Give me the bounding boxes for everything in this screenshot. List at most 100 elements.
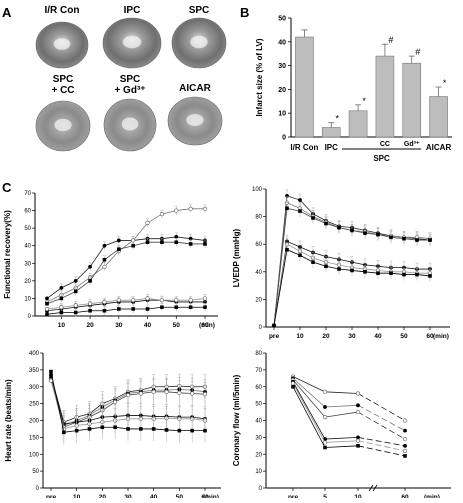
- data-point: [323, 405, 327, 409]
- x-tick-label: 40: [374, 333, 382, 340]
- data-point: [73, 303, 78, 308]
- data-point: [117, 247, 121, 252]
- data-point: [298, 209, 302, 213]
- data-point: [151, 427, 156, 431]
- y-tick-label: 70: [255, 368, 262, 374]
- data-point: [203, 305, 207, 310]
- y-axis-label: Heart rate (beats/min): [4, 379, 13, 462]
- x-tick-label: 60: [201, 322, 209, 329]
- series-line: [46, 298, 206, 310]
- x-tick-label: 20: [322, 333, 330, 340]
- category-label: Gd³⁺: [404, 141, 420, 148]
- data-point: [290, 381, 296, 386]
- heart-label-4: SPC: [120, 74, 141, 85]
- data-point: [174, 305, 179, 310]
- data-point: [45, 312, 49, 317]
- bar: [402, 62, 422, 138]
- data-point: [174, 240, 179, 244]
- data-point: [188, 242, 193, 246]
- y-tick-label: 40: [24, 244, 31, 250]
- data-point: [131, 298, 136, 303]
- series-line: [46, 299, 205, 312]
- data-point: [117, 307, 121, 311]
- panel-letter-b: B: [240, 5, 249, 20]
- x-tick-label: 10: [296, 333, 304, 340]
- data-point: [145, 240, 150, 244]
- x-tick-label: 60: [401, 494, 409, 498]
- data-point: [131, 243, 135, 248]
- data-point: [159, 298, 165, 303]
- bar: [348, 110, 368, 138]
- data-point: [322, 389, 328, 394]
- data-point: [160, 240, 164, 244]
- data-point: [126, 427, 130, 431]
- bar: [429, 96, 448, 138]
- panel-letter-a: A: [2, 5, 12, 20]
- y-tick-label: 50: [32, 469, 39, 475]
- data-point: [202, 206, 208, 211]
- data-point: [402, 448, 408, 453]
- y-tick-label: 350: [29, 368, 40, 374]
- data-point: [376, 271, 380, 275]
- y-tick-label: 80: [255, 215, 262, 221]
- data-point: [356, 444, 360, 448]
- x-tick-label: 10: [58, 322, 66, 329]
- x-tick-label: pre: [46, 494, 57, 498]
- data-point: [415, 272, 419, 277]
- y-axis-label: LVEDP (mmHg): [232, 228, 241, 287]
- y-tick-label: 50: [255, 402, 262, 408]
- series-line-dashed: [357, 436, 406, 447]
- panel-b-infarct-chart: 0 10 20 30 40 50 Infarct size (% of LV) I/R Con…: [255, 16, 452, 163]
- data-point: [415, 238, 419, 242]
- data-point: [174, 208, 179, 213]
- y-tick-label: 50: [278, 16, 286, 23]
- data-point: [389, 235, 393, 240]
- heart-lumen-2: [190, 35, 208, 49]
- data-point: [88, 308, 92, 313]
- y-tick-label: 150: [29, 435, 40, 441]
- heart-label-5: AICAR: [179, 83, 211, 94]
- data-point: [311, 260, 315, 264]
- data-point: [159, 211, 165, 217]
- y-tick-label: 10: [24, 296, 31, 302]
- heart-label-4: + Gd³⁺: [114, 85, 145, 96]
- y-tick-label: 0: [259, 325, 263, 331]
- data-point: [125, 393, 131, 398]
- data-point: [174, 235, 179, 239]
- data-point: [164, 389, 169, 394]
- significance-mark: *: [335, 114, 339, 124]
- data-point: [402, 418, 408, 423]
- significance-mark: *: [362, 96, 366, 106]
- y-tick-label: 20: [255, 297, 262, 303]
- series-line-dashed: [357, 445, 406, 457]
- y-axis-label: Functional recovery(%): [3, 210, 12, 299]
- y-tick-label: 20: [278, 87, 286, 94]
- x-tick-label: 20: [99, 494, 107, 498]
- x-tick-label: 50: [173, 322, 181, 329]
- y-axis-label: Infarct size (% of LV): [255, 38, 264, 116]
- y-tick-label: 0: [28, 314, 32, 320]
- data-point: [100, 425, 105, 430]
- y-tick-label: 10: [278, 111, 286, 118]
- x-tick-label: pre: [269, 333, 280, 340]
- significance-mark: #: [415, 47, 420, 57]
- axis-break: [372, 484, 378, 492]
- data-point: [45, 296, 49, 301]
- data-point: [298, 253, 302, 258]
- data-point: [363, 270, 367, 274]
- data-point: [160, 305, 164, 310]
- x-axis-label: (min): [424, 494, 440, 498]
- data-point: [113, 425, 117, 430]
- y-tick-label: 60: [255, 242, 262, 248]
- data-point: [356, 403, 360, 408]
- y-tick-label: 80: [255, 351, 262, 357]
- data-point: [177, 428, 182, 433]
- data-point: [59, 310, 64, 315]
- series-line: [46, 236, 206, 299]
- significance-mark: #: [388, 35, 393, 45]
- y-tick-label: 300: [29, 385, 40, 391]
